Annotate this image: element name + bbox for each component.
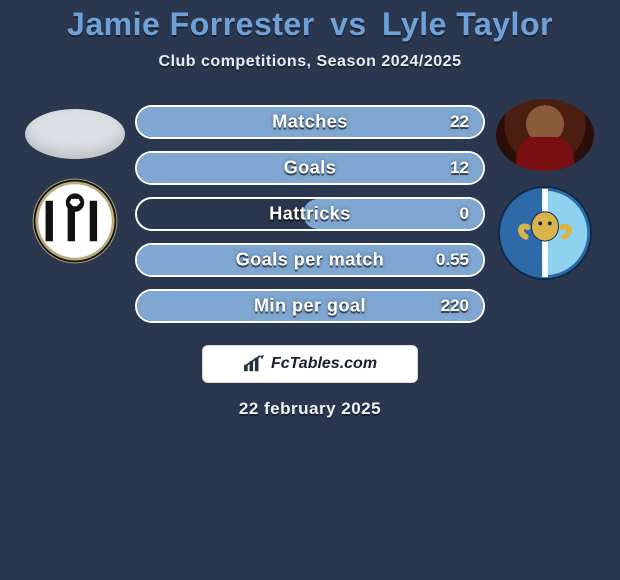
stat-bar-label: Goals xyxy=(284,158,337,179)
player2-avatar xyxy=(496,99,594,171)
stat-bar: Goals per match 0.55 xyxy=(135,243,485,277)
stat-bar-value: 12 xyxy=(450,158,469,178)
player2-club-badge xyxy=(497,189,593,277)
stat-bar: Matches 22 xyxy=(135,105,485,139)
stat-bar-label: Hattricks xyxy=(269,204,351,225)
stat-bar: Hattricks 0 xyxy=(135,197,485,231)
stat-bar: Min per goal 220 xyxy=(135,289,485,323)
attribution-badge: FcTables.com xyxy=(202,345,418,383)
player1-column xyxy=(15,99,135,265)
comparison-row: Matches 22 Goals 12 Hattricks 0 Goals per matc… xyxy=(0,99,620,323)
stat-bar: Goals 12 xyxy=(135,151,485,185)
player1-club-badge xyxy=(27,177,123,265)
player2-column xyxy=(485,99,605,277)
page-title: Jamie Forrester vs Lyle Taylor xyxy=(0,6,620,43)
stat-bar-value: 22 xyxy=(450,112,469,132)
date-label: 22 february 2025 xyxy=(0,399,620,419)
attribution-text: FcTables.com xyxy=(271,355,377,373)
player1-avatar xyxy=(25,109,125,159)
infographic-root: Jamie Forrester vs Lyle Taylor Club comp… xyxy=(0,0,620,419)
title-player1: Jamie Forrester xyxy=(67,6,315,42)
stat-bar-value: 0.55 xyxy=(436,250,469,270)
title-player2: Lyle Taylor xyxy=(382,6,553,42)
stat-bar-label: Matches xyxy=(272,112,348,133)
title-vs: vs xyxy=(330,6,367,42)
stat-bar-value: 0 xyxy=(460,204,469,224)
stat-bar-label: Min per goal xyxy=(254,296,366,317)
subtitle: Club competitions, Season 2024/2025 xyxy=(0,53,620,71)
stat-bar-label: Goals per match xyxy=(236,250,385,271)
stat-bars: Matches 22 Goals 12 Hattricks 0 Goals per matc… xyxy=(135,99,485,323)
bar-chart-icon xyxy=(243,355,265,373)
stat-bar-value: 220 xyxy=(441,296,469,316)
